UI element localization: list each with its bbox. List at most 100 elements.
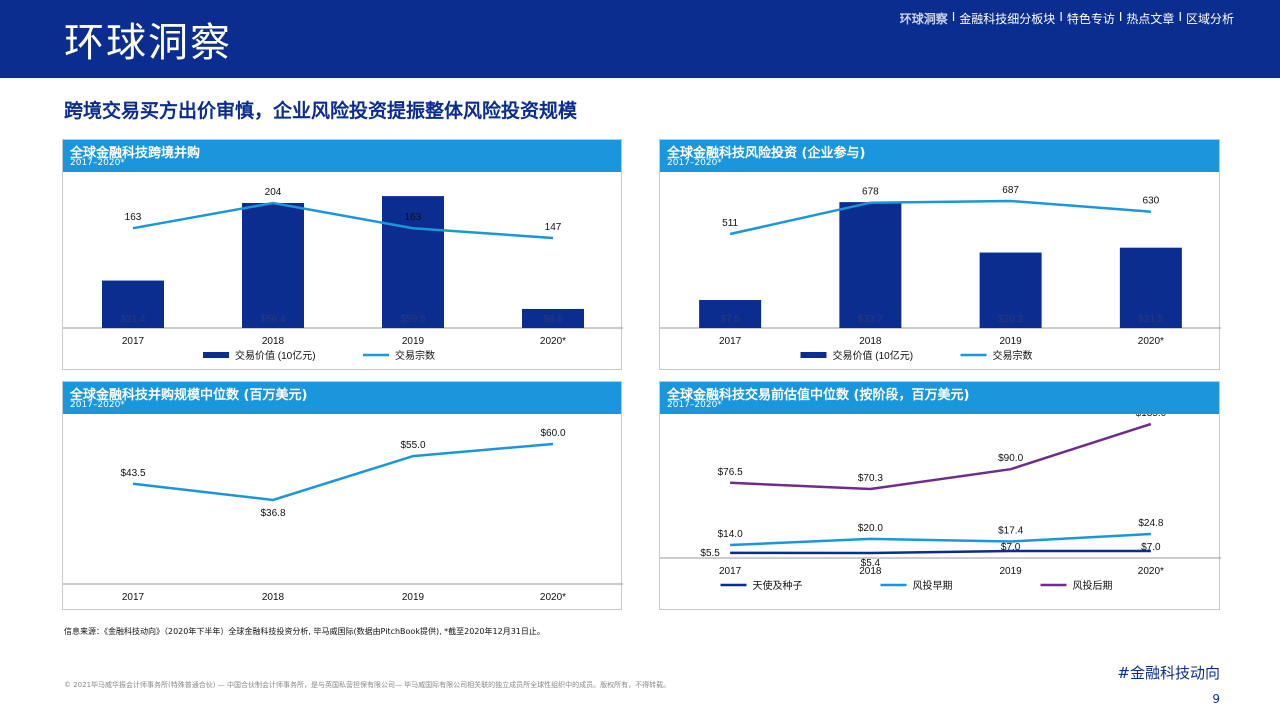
bar (1119, 247, 1182, 328)
panel-period: 2017–2020* (70, 400, 125, 410)
line-value-label: 163 (405, 212, 422, 223)
bar-value-label: $56.4 (260, 314, 285, 325)
line-value-label: 511 (722, 218, 738, 229)
nav-item-2[interactable]: 金融科技细分板块 (959, 12, 1056, 26)
chart-corporate-vc: 2017 2018 2019 2020* $7.5 $33.7 $20.2 $21.5 511 6… (660, 185, 1221, 362)
panel-header: 全球金融科技跨境并购 2017–2020* (63, 140, 621, 172)
line-value-label: 678 (862, 187, 879, 198)
panel-title: 全球金融科技交易前估值中位数 (按阶段，百万美元) (667, 388, 970, 403)
x-tick-label: 2018 (262, 336, 285, 347)
panel-title: 全球金融科技并购规模中位数 (百万美元) (70, 388, 308, 403)
x-tick-label: 2019 (402, 336, 425, 347)
x-tick-label: 2019 (1000, 566, 1023, 577)
x-tick-label: 2020* (1138, 566, 1164, 577)
hashtag-link[interactable]: #金融科技动向 (1117, 664, 1220, 682)
top-navigation: 环球洞察 I 金融科技细分板块 I 特色专访 I 热点文章 I 区域分析 (900, 10, 1234, 27)
legend-label: 交易价值 (10亿元) (833, 349, 914, 362)
x-tick-label: 2017 (122, 336, 145, 347)
nav-separator: I (1118, 10, 1123, 24)
bar (102, 280, 164, 328)
line-value-label: $36.8 (260, 508, 285, 519)
x-tick-label: 2018 (262, 592, 285, 603)
legend-label: 交易宗数 (993, 349, 1033, 362)
series-line (132, 201, 554, 240)
line-value-label: $55.0 (400, 440, 425, 451)
panel-header: 全球金融科技交易前估值中位数 (按阶段，百万美元) 2017–2020* (660, 382, 1219, 414)
chart-premoney-valuation: 2017 2018 2019 2020* $5.5 $5.4 $7.0 $7.0 $14.0 $2… (660, 414, 1221, 592)
x-tick-label: 2020* (1138, 336, 1164, 347)
x-tick-label: 2020* (540, 592, 566, 603)
chart-panel-premoney-valuation: 全球金融科技交易前估值中位数 (按阶段，百万美元) 2017–2020* 201… (659, 381, 1221, 610)
x-tick-label: 2020* (540, 336, 566, 347)
copyright-notice: © 2021毕马威华振会计师事务所(特殊普通合伙) — 中国合伙制会计师事务所，… (64, 681, 671, 689)
line-value-label: 687 (1002, 185, 1019, 196)
legend-label: 交易宗数 (395, 349, 435, 362)
bar-value-label: $33.7 (858, 314, 883, 325)
line-value-label: $70.3 (858, 473, 883, 484)
bar-value-label: $20.2 (998, 314, 1023, 325)
bar-value-label: $21.4 (120, 314, 145, 325)
nav-item-5[interactable]: 区域分析 (1185, 12, 1234, 26)
panel-period: 2017–2020* (70, 158, 125, 168)
line-value-label: $24.8 (1138, 518, 1163, 529)
panel-header: 全球金融科技并购规模中位数 (百万美元) 2017–2020* (63, 382, 621, 414)
legend-label: 天使及种子 (753, 579, 803, 592)
panel-header: 全球金融科技风险投资 (企业参与) 2017–2020* (660, 140, 1219, 172)
line-value-label: $5.5 (700, 548, 720, 559)
page-number: 9 (1212, 692, 1220, 706)
line-value-label: $5.4 (861, 558, 881, 569)
page-title: 环球洞察 (64, 20, 232, 66)
line-value-label: $76.5 (718, 467, 743, 478)
bar-value-label: $7.5 (720, 314, 740, 325)
legend-label: 风投后期 (1073, 579, 1113, 592)
bar-value-label: $8.6 (543, 314, 563, 325)
bar (242, 202, 304, 328)
line-value-label: 147 (545, 222, 562, 233)
source-footnote: 信息来源：《金融科技动向》（2020年下半年）全球金融科技投资分析, 毕马威国际… (64, 627, 545, 636)
line-value-label: $90.0 (998, 453, 1023, 464)
legend-label: 风投早期 (913, 579, 953, 592)
line-value-label: $135.0 (1136, 414, 1167, 419)
series-line (730, 422, 1152, 491)
bar (522, 308, 584, 328)
x-tick-label: 2019 (402, 592, 425, 603)
nav-separator: I (1178, 10, 1182, 24)
series-line (132, 442, 554, 502)
nav-item-3[interactable]: 特色专访 (1066, 12, 1115, 26)
line-value-label: $20.0 (858, 523, 883, 534)
series-line (729, 199, 1151, 236)
chart-crossborder-ma: 2017 2018 2019 2020* $21.4 $56.4 $59.5 $8.6 163 2… (63, 187, 623, 362)
panel-title: 全球金融科技风险投资 (企业参与) (667, 146, 866, 161)
nav-item-1[interactable]: 环球洞察 (899, 12, 948, 26)
x-tick-label: 2017 (719, 336, 742, 347)
chart-panel-ma-median: 全球金融科技并购规模中位数 (百万美元) 2017–2020* 2017 2018… (62, 381, 623, 610)
series-line (730, 532, 1151, 547)
line-value-label: 204 (265, 187, 282, 198)
header-bar: 环球洞察 环球洞察 I 金融科技细分板块 I 特色专访 I 热点文章 I 区域分析 (0, 0, 1280, 78)
nav-separator: I (951, 10, 956, 24)
x-tick-label: 2019 (1000, 336, 1023, 347)
bar (699, 299, 762, 328)
bar (979, 252, 1042, 328)
x-tick-label: 2017 (719, 566, 742, 577)
bar (382, 196, 444, 328)
line-value-label: $60.0 (540, 428, 565, 439)
x-tick-label: 2018 (859, 336, 882, 347)
legend-swatch (800, 352, 827, 358)
bar (839, 202, 902, 328)
line-value-label: 163 (125, 212, 142, 223)
panel-title: 全球金融科技跨境并购 (70, 146, 201, 161)
nav-separator: I (1059, 10, 1063, 24)
nav-item-4[interactable]: 热点文章 (1126, 12, 1175, 26)
legend-label: 交易价值 (10亿元) (235, 349, 316, 362)
line-value-label: $14.0 (718, 529, 743, 540)
line-value-label: $17.4 (998, 526, 1023, 537)
panel-period: 2017–2020* (667, 400, 722, 410)
panel-period: 2017–2020* (667, 158, 722, 168)
legend-swatch (203, 352, 229, 358)
x-tick-label: 2018 (859, 566, 882, 577)
chart-panel-crossborder-ma: 全球金融科技跨境并购 2017–2020* 2017 2018 2019 2020* $… (62, 139, 623, 370)
line-value-label: $7.0 (1141, 542, 1161, 553)
bar-value-label: $59.5 (400, 314, 425, 325)
section-subtitle: 跨境交易买方出价审慎，企业风险投资提振整体风险投资规模 (64, 100, 578, 122)
